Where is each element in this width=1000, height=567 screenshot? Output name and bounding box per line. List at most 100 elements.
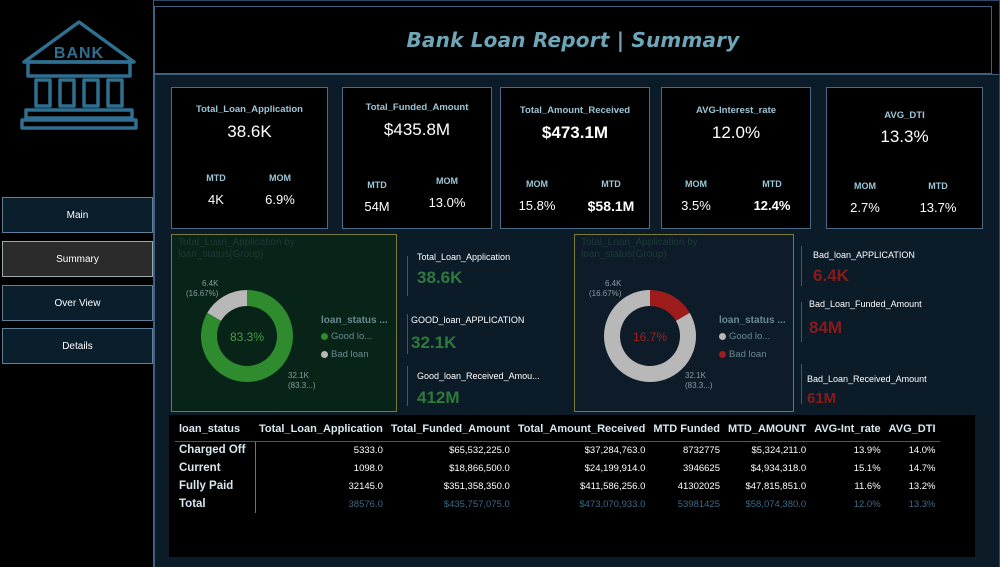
legend-item-good[interactable]: Good lo... [321,331,372,342]
table-cell: 13.2% [908,480,936,492]
table-total-row[interactable]: Total 38576.0 $435,757,075.0 $473,070,933.0… [175,495,940,513]
table-cell: 14.0% [908,444,936,456]
nav-summary-button[interactable]: Summary [2,241,153,277]
col-header[interactable]: MTD Funded [649,417,724,442]
table-row[interactable]: Fully Paid 32145.0 $351,358,350.0 $411,586,… [175,477,940,495]
table-header-row: loan_status Total_Loan_Application Total… [175,417,940,442]
table-cell: $24,199,914.0 [584,462,646,474]
table-cell: 8732775 [683,444,720,456]
table-cell: 1098.0 [353,462,383,474]
table-cell: 15.1% [853,462,881,474]
big-slice-label: 32.1K (83.3...) [288,371,316,390]
good-loan-stats: Total_Loan_Application 38.6K GOOD_loan_A… [405,234,570,412]
kpi-sub-value: 6.9% [265,192,295,207]
stat-value: 61M [807,390,837,407]
stat-value: 6.4K [813,266,849,285]
table-cell: $18,866,500.0 [449,462,510,474]
nav-overview-button[interactable]: Over View [2,285,153,321]
legend-dot [321,333,328,340]
kpi-value: 38.6K [227,122,272,141]
donut-slice-bad[interactable] [207,290,248,322]
kpi-card-total-amount-received[interactable]: Total_Amount_Received $473.1M MOM 15.8% … [500,87,650,229]
big-slice-label: 32.1K (83.3...) [685,371,713,390]
row-status-cell: Fully Paid [175,477,256,495]
row-status-cell: Charged Off [175,441,256,459]
stat-label: GOOD_loan_APPLICATION [411,315,525,325]
table-cell: $58,074,380.0 [745,498,807,510]
sidebar: BANK Main Summary Over View Details [0,0,154,567]
table-cell: 32145.0 [348,480,383,492]
table-cell: 3946625 [683,462,720,474]
good-loan-donut-chart: 83.3% [201,290,293,382]
kpi-sub-value: 4K [208,192,224,207]
stat-value: 38.6K [417,268,463,287]
nav-details-button[interactable]: Details [2,328,153,364]
col-header[interactable]: loan_status [175,417,255,442]
table-cell: $47,815,851.0 [745,480,807,492]
table-cell: $473,070,933.0 [579,498,646,510]
legend-item-bad[interactable]: Bad loan [321,349,369,360]
donut-center-label: 16.7% [633,330,667,344]
table-cell: 13.3% [908,498,936,510]
table-cell: 38576.0 [348,498,383,510]
stat-value: 32.1K [411,333,457,352]
donut-slice-good[interactable] [604,290,696,382]
stat-label: Bad_Loan_Funded_Amount [809,299,922,309]
stat-label: Total_Loan_Application [417,252,511,262]
stat-label: Good_loan_Received_Amou... [417,371,540,381]
kpi-sub-label: MOM [854,181,876,191]
legend-dot [719,333,726,340]
kpi-sub-label: MTD [367,180,387,190]
content-area: Total_Loan_Application 38.6K MTD 4K MOM … [154,74,999,567]
table-cell: 11.6% [854,480,881,492]
stat-label: Bad_Loan_Received_Amount [807,374,927,384]
table-cell: 12.0% [853,498,881,510]
kpi-sub-label: MOM [436,176,458,186]
legend-item-good[interactable]: Good lo... [719,331,770,342]
table-row[interactable]: Current 1098.0 $18,866,500.0 $24,199,914.0 3… [175,459,940,477]
stat-label: Bad_loan_APPLICATION [813,250,915,260]
logo-text: BANK [54,45,104,62]
kpi-card-total-funded-amount[interactable]: Total_Funded_Amount $435.8M MTD 54M MOM … [342,87,492,229]
col-header[interactable]: AVG_DTI [884,417,940,442]
bad-loan-donut-chart: 16.7% [604,290,696,382]
col-header[interactable]: Total_Funded_Amount [386,417,514,442]
nav-main-button[interactable]: Main [2,197,153,233]
table-cell: 41302025 [677,480,720,492]
kpi-sub-label: MTD [762,179,782,189]
good-loan-donut-panel[interactable]: Total_Loan_Application by loan_status(Gr… [171,234,397,412]
donut-slice-good[interactable] [201,290,293,382]
kpi-sub-label: MTD [206,173,226,183]
bad-loan-stats: Bad_loan_APPLICATION 6.4K Bad_Loan_Funde… [799,234,989,412]
bank-building-icon: BANK [20,20,138,130]
kpi-title: AVG_DTI [884,110,925,121]
table-cell: $351,358,350.0 [443,480,510,492]
kpi-card-avg-dti[interactable]: AVG_DTI 13.3% MOM 2.7% MTD 13.7% [826,87,983,229]
row-status-cell: Total [175,495,256,513]
table-cell: $4,934,318.0 [750,462,807,474]
kpi-sub-label: MOM [685,179,707,189]
data-table: loan_status Total_Loan_Application Total… [175,417,940,513]
legend-title: loan_status ... [719,315,786,326]
kpi-title: Total_Loan_Application [196,104,303,115]
legend-item-bad[interactable]: Bad loan [719,349,767,360]
legend-title: loan_status ... [321,315,388,326]
kpi-title: AVG-Interest_rate [695,105,777,116]
kpi-value: $473.1M [541,123,609,142]
table-cell: $5,324,211.0 [751,444,807,456]
col-header[interactable]: AVG-Int_rate [810,417,885,442]
table-cell: $435,757,075.0 [443,498,510,510]
donut-slice-bad[interactable] [649,290,690,322]
small-slice-label: 6.4K (16.67%) [186,279,219,298]
bad-loan-donut-panel[interactable]: Total_Loan_Application by loan_status(Gr… [574,234,794,412]
table-cell: $37,284,763.0 [584,444,646,456]
col-header[interactable]: MTD_AMOUNT [724,417,811,442]
donut-center-label: 83.3% [230,330,264,344]
row-status-cell: Current [175,459,256,477]
table-row[interactable]: Charged Off 5333.0 $65,532,225.0 $37,284,76… [175,441,940,459]
legend-dot [719,351,726,358]
col-header[interactable]: Total_Loan_Application [255,417,387,442]
kpi-card-total-loan-application[interactable]: Total_Loan_Application 38.6K MTD 4K MOM … [171,87,328,229]
col-header[interactable]: Total_Amount_Received [513,417,650,442]
kpi-card-avg-interest-rate[interactable]: AVG-Interest_rate 12.0% MOM 3.5% MTD 12.… [661,87,811,229]
